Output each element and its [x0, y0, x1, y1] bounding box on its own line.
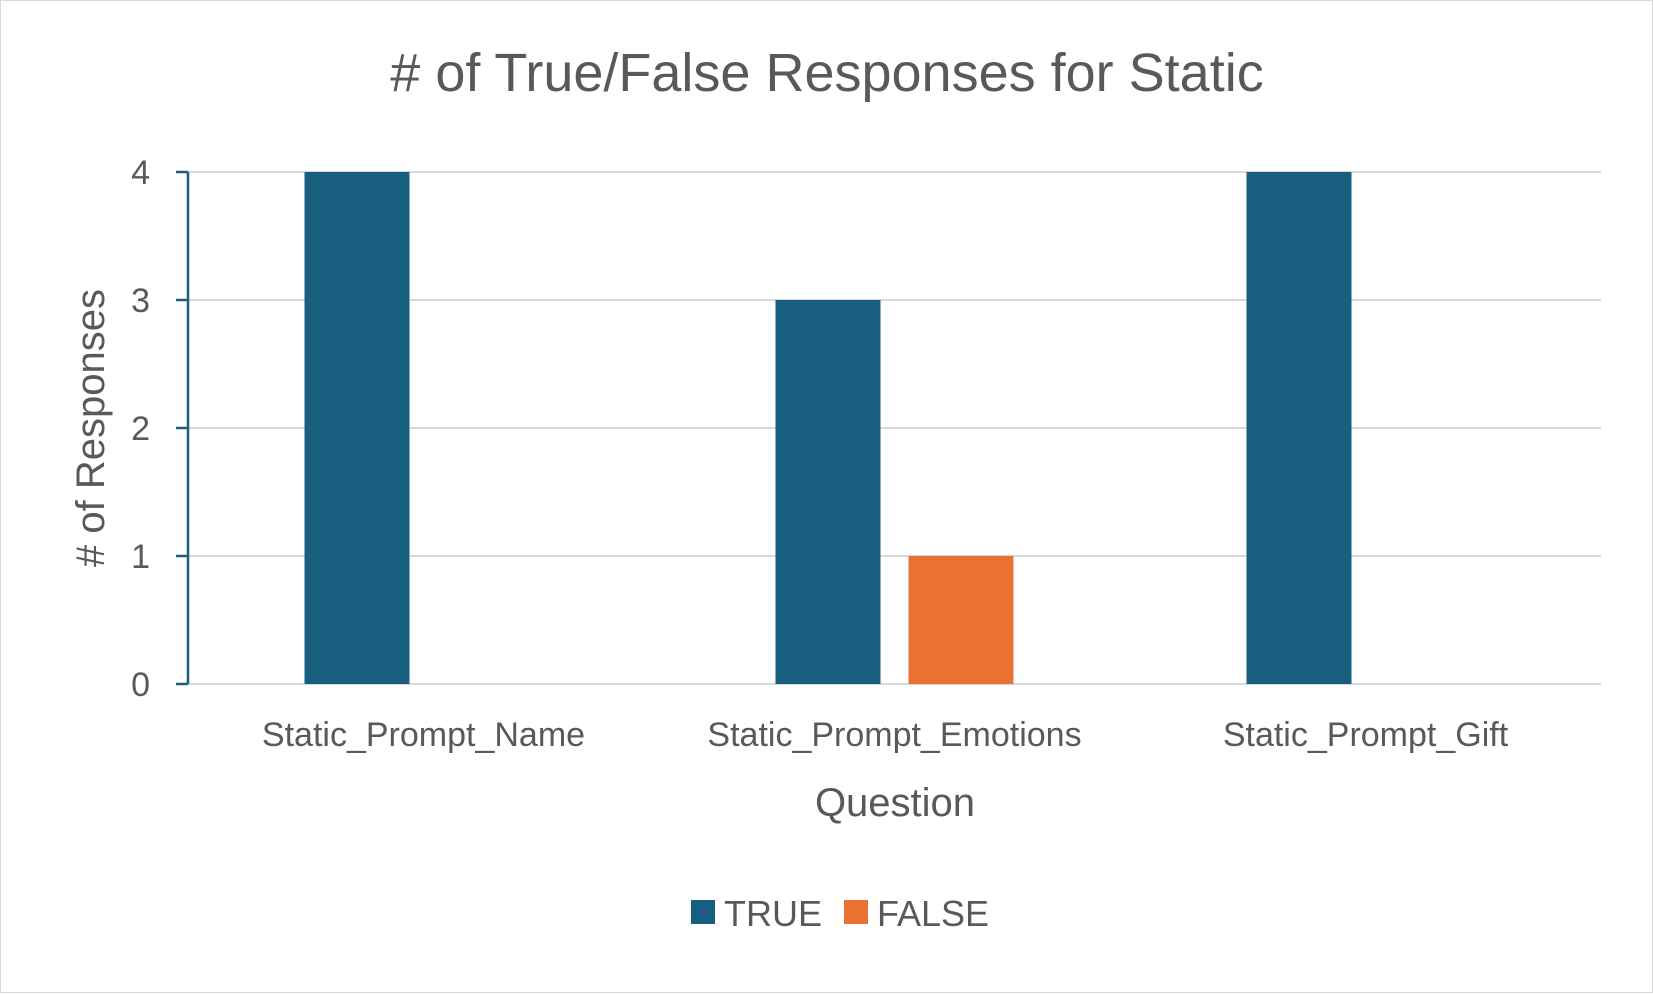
x-tick-label: Static_Prompt_Gift: [1223, 716, 1509, 754]
x-tick-label: Static_Prompt_Name: [262, 716, 585, 754]
bar-true-1: [304, 172, 410, 684]
x-tick-label: Static_Prompt_Emotions: [707, 716, 1081, 754]
gridlines: [188, 171, 1601, 685]
y-tick-label: 3: [131, 282, 150, 320]
legend-label-false: FALSE: [877, 893, 989, 934]
y-tick-label: 4: [131, 154, 150, 192]
legend: TRUE FALSE: [691, 893, 989, 934]
y-tick-label: 0: [131, 666, 150, 704]
y-tick-label: 1: [131, 538, 150, 576]
y-tick-label: 2: [131, 410, 150, 448]
chart-title: # of True/False Responses for Static: [390, 43, 1263, 103]
x-axis: Static_Prompt_Name Static_Prompt_Emotions…: [262, 716, 1509, 754]
bar-false-2: [908, 556, 1014, 684]
y-axis: 0 1 2 3 4: [131, 154, 190, 704]
x-axis-title: Question: [815, 781, 975, 825]
legend-label-true: TRUE: [724, 893, 822, 934]
bars: [304, 172, 1352, 684]
legend-swatch-true: [691, 900, 715, 924]
bar-true-2: [775, 300, 881, 684]
bar-true-3: [1246, 172, 1352, 684]
y-axis-title: # of Responses: [69, 289, 113, 567]
legend-swatch-false: [844, 900, 868, 924]
